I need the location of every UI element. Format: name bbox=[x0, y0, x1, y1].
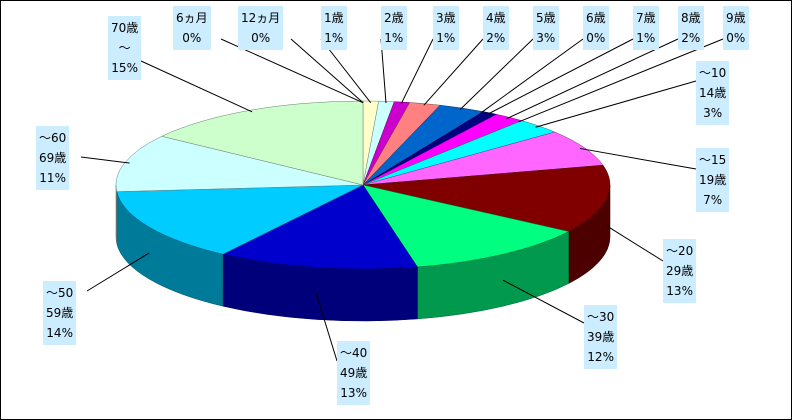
slice-side bbox=[115, 184, 118, 244]
label-value: 12% bbox=[587, 350, 614, 364]
label-value: 13% bbox=[340, 386, 367, 400]
label-category: 1歳 bbox=[324, 11, 344, 25]
label-value: 1% bbox=[436, 31, 456, 45]
data-label: 6ヵ月 0% bbox=[173, 6, 211, 50]
data-label: 9歳 0% bbox=[723, 6, 749, 50]
label-category: 70歳 ～ bbox=[111, 21, 139, 55]
label-category: 8歳 bbox=[681, 11, 701, 25]
data-label: 12ヵ月 0% bbox=[238, 6, 284, 50]
leader-line bbox=[400, 38, 434, 104]
label-category: ～30 39歳 bbox=[587, 310, 615, 344]
pie-sides bbox=[115, 184, 611, 322]
data-label: 7歳 1% bbox=[633, 6, 659, 50]
label-category: 7歳 bbox=[636, 11, 656, 25]
label-category: ～15 19歳 bbox=[699, 153, 727, 187]
slice bbox=[362, 164, 611, 232]
label-value: 0% bbox=[182, 31, 202, 45]
label-value: 1% bbox=[384, 31, 404, 45]
data-label: 2歳 1% bbox=[381, 6, 407, 50]
label-value: 7% bbox=[703, 193, 723, 207]
label-value: 3% bbox=[536, 31, 556, 45]
label-value: 2% bbox=[486, 31, 506, 45]
data-label: ～30 39歳 12% bbox=[584, 305, 618, 369]
label-value: 15% bbox=[111, 61, 138, 75]
label-value: 14% bbox=[46, 326, 73, 340]
leader-line bbox=[579, 147, 697, 170]
label-category: ～60 69歳 bbox=[39, 131, 67, 165]
data-label: 5歳 3% bbox=[533, 6, 559, 50]
label-category: 5歳 bbox=[536, 11, 556, 25]
data-label: 70歳 ～ 15% bbox=[108, 16, 142, 80]
label-value: 11% bbox=[39, 171, 66, 185]
leader-line bbox=[140, 60, 253, 113]
leader-line bbox=[459, 38, 534, 110]
label-category: 4歳 bbox=[486, 11, 506, 25]
data-label: 4歳 2% bbox=[483, 6, 509, 50]
leader-line bbox=[80, 156, 130, 164]
slice bbox=[222, 184, 418, 270]
data-label: 8歳 2% bbox=[678, 6, 704, 50]
label-value: 0% bbox=[726, 31, 746, 45]
label-category: 6ヵ月 bbox=[176, 11, 208, 25]
label-value: 3% bbox=[703, 106, 723, 120]
label-category: 3歳 bbox=[436, 11, 456, 25]
leader-line bbox=[506, 38, 679, 120]
label-category: ～50 59歳 bbox=[46, 286, 74, 320]
label-category: 6歳 bbox=[586, 11, 606, 25]
leader-line bbox=[502, 279, 585, 324]
label-category: 12ヵ月 bbox=[241, 11, 281, 25]
data-label: 3歳 1% bbox=[433, 6, 459, 50]
leader-line bbox=[535, 80, 697, 128]
data-label: ～50 59歳 14% bbox=[43, 281, 77, 345]
label-category: ～20 29歳 bbox=[666, 244, 694, 278]
data-label: ～10 14歳 3% bbox=[696, 61, 730, 125]
data-label: 1歳 1% bbox=[321, 6, 347, 50]
label-value: 13% bbox=[666, 284, 693, 298]
leader-line bbox=[86, 252, 150, 292]
data-label: ～20 29歳 13% bbox=[663, 239, 697, 303]
label-category: ～40 49歳 bbox=[340, 346, 368, 380]
label-category: 9歳 bbox=[726, 11, 746, 25]
label-value: 2% bbox=[681, 31, 701, 45]
leader-line bbox=[480, 38, 584, 114]
leader-line bbox=[487, 38, 634, 115]
leader-line bbox=[518, 38, 724, 123]
label-value: 0% bbox=[586, 31, 606, 45]
pie-tops bbox=[115, 100, 611, 270]
data-label: 6歳 0% bbox=[583, 6, 609, 50]
data-label: ～15 19歳 7% bbox=[696, 148, 730, 212]
label-category: 2歳 bbox=[384, 11, 404, 25]
leader-line bbox=[290, 38, 364, 104]
label-value: 0% bbox=[251, 31, 271, 45]
data-label: ～40 49歳 13% bbox=[337, 341, 371, 405]
slice bbox=[362, 184, 570, 268]
label-category: ～10 14歳 bbox=[699, 66, 727, 100]
slice bbox=[362, 131, 604, 186]
data-label: ～60 69歳 11% bbox=[36, 126, 70, 190]
leader-line bbox=[315, 293, 338, 362]
leader-line bbox=[605, 225, 664, 262]
label-value: 1% bbox=[636, 31, 656, 45]
slice bbox=[116, 184, 364, 255]
leader-line bbox=[423, 38, 484, 106]
label-value: 1% bbox=[324, 31, 344, 45]
